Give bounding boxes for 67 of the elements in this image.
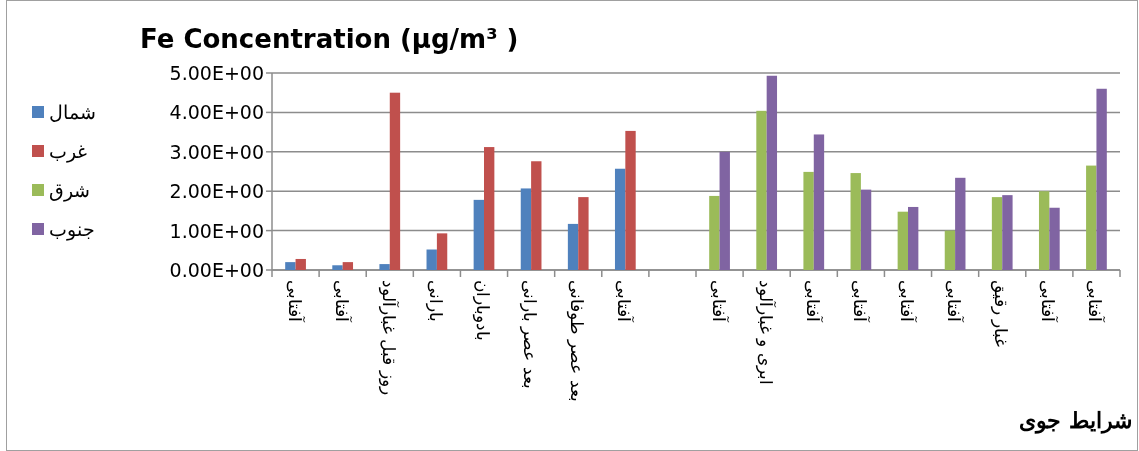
bar <box>756 110 767 270</box>
bar <box>1002 195 1013 270</box>
y-tick-label: 2.00E+00 <box>169 180 264 203</box>
x-tick-label: غبار رقیق <box>990 280 1012 348</box>
x-tick-label: بعد عصر بارانی <box>519 280 541 389</box>
bar <box>285 262 296 270</box>
bar <box>295 258 306 270</box>
x-tick-label: ابری و غبارآلود <box>754 280 777 385</box>
bar <box>342 262 354 270</box>
legend-label: جنوب <box>49 218 95 241</box>
x-tick-label: آفتابی <box>614 280 636 323</box>
legend-item: شمال <box>32 101 96 123</box>
bar <box>897 211 908 270</box>
bar <box>719 151 730 270</box>
x-tick-label: بارانی <box>424 280 446 322</box>
bar <box>908 206 919 270</box>
bar <box>1038 191 1050 270</box>
bar <box>389 92 401 270</box>
bar <box>473 199 484 270</box>
y-tick-label: 5.00E+00 <box>169 62 264 84</box>
x-tick-label: آفتابی <box>897 280 918 323</box>
bar <box>955 177 966 270</box>
legend-label: شرق <box>49 179 90 202</box>
bar <box>531 161 542 270</box>
y-tick-label: 0.00E+00 <box>169 259 264 281</box>
legend-label: غرب <box>49 140 87 163</box>
bar <box>944 230 956 270</box>
bar <box>991 197 1003 270</box>
bar <box>813 134 825 270</box>
x-axis-title: شرایط جوی <box>1019 407 1132 434</box>
bar <box>1049 207 1060 270</box>
x-tick-label: آفتابی <box>708 280 730 323</box>
x-tick-label: آفتابی <box>1085 280 1107 323</box>
bar <box>766 75 778 270</box>
bar <box>803 171 814 270</box>
bar <box>850 173 861 270</box>
x-tick-label: آفتابی <box>284 280 306 323</box>
y-tick-label: 3.00E+00 <box>169 140 264 163</box>
bar <box>436 233 448 270</box>
legend-label: شمال <box>49 101 96 123</box>
bar <box>1096 88 1107 270</box>
x-tick-label: آفتابی <box>944 280 966 323</box>
bar <box>709 195 720 270</box>
bar <box>484 147 495 270</box>
x-tick-label: بعد عصر طوفانی <box>566 280 588 402</box>
bar <box>614 168 626 270</box>
bar <box>426 249 437 270</box>
y-tick-label: 1.00E+00 <box>169 219 264 242</box>
x-tick-label: آفتابی <box>802 280 824 323</box>
bar <box>625 130 636 270</box>
bar <box>379 264 390 270</box>
x-tick-label: بادوباران <box>472 280 493 341</box>
bar <box>1086 165 1097 270</box>
legend-item: جنوب <box>32 218 95 240</box>
x-tick-label: آفتابی <box>331 280 353 323</box>
bar <box>578 197 589 270</box>
bar <box>520 188 532 270</box>
y-tick-label: 4.00E+00 <box>169 101 264 124</box>
bar <box>332 265 343 270</box>
legend-item: شرق <box>32 179 90 201</box>
bar <box>860 189 872 270</box>
x-tick-label: آفتابی <box>849 280 871 323</box>
x-tick-label: آفتابی <box>1038 280 1060 323</box>
x-tick-label: روز قبل غبارآلود <box>377 280 400 395</box>
chart-title: Fe Concentration (µg/m³ ) <box>140 24 519 54</box>
bar <box>567 223 579 270</box>
legend-item: غرب <box>32 140 87 162</box>
